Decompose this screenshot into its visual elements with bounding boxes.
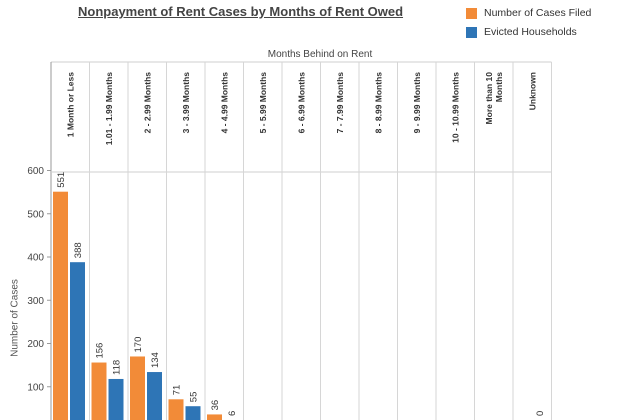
y-tick-label: 500 (27, 209, 44, 220)
legend-label-cases-filed: Number of Cases Filed (484, 7, 592, 19)
legend-swatch-evicted (466, 27, 477, 38)
data-label-number-of-cases-filed-1-01-1-99-months: 156 (95, 343, 106, 359)
category-label-more-than-10-months: More than 10Months (484, 72, 504, 125)
category-label-7-7-99-months: 7 - 7.99 Months (335, 72, 345, 134)
y-tick-label: 400 (27, 253, 44, 264)
bar-evicted-households-1-month-or-less (70, 262, 85, 420)
bar-evicted-households-1-01-1-99-months (108, 378, 124, 420)
y-tick-label: 300 (27, 296, 44, 307)
bar-number-of-cases-filed-2-2-99-months (130, 356, 145, 420)
data-label-evicted-households-3-3-99-months: 55 (189, 392, 200, 403)
data-label-evicted-households-1-01-1-99-months: 118 (112, 360, 123, 375)
legend-swatch-cases-filed (466, 8, 477, 19)
chart-title: Nonpayment of Rent Cases by Months of Re… (78, 4, 404, 19)
column-header-title: Months Behind on Rent (267, 49, 373, 60)
bar-number-of-cases-filed-4-4-99-months (207, 414, 222, 420)
data-label-evicted-households-2-2-99-months: 134 (150, 352, 161, 368)
category-label-10-10-99-months: 10 - 10.99 Months (450, 72, 460, 143)
category-label-9-9-99-months: 9 - 9.99 Months (412, 72, 422, 134)
data-label-number-of-cases-filed-1-month-or-less: 551 (56, 172, 67, 188)
y-tick-label: 600 (27, 166, 44, 177)
data-label-number-of-cases-filed-4-4-99-months: 36 (210, 400, 221, 411)
bar-number-of-cases-filed-3-3-99-months (168, 399, 184, 420)
category-label-1-01-1-99-months: 1.01 - 1.99 Months (104, 72, 114, 145)
category-label-1-month-or-less: 1 Month or Less (65, 72, 75, 137)
bar-number-of-cases-filed-1-01-1-99-months (91, 362, 107, 420)
data-label-evicted-households-unknown: 0 (535, 411, 546, 416)
category-label-unknown: Unknown (527, 72, 537, 110)
legend-label-evicted: Evicted Households (484, 26, 577, 38)
bar-evicted-households-2-2-99-months (147, 372, 162, 420)
category-label-2-2-99-months: 2 - 2.99 Months (142, 72, 152, 134)
y-tick-label: 200 (27, 339, 44, 350)
category-label-4-4-99-months: 4 - 4.99 Months (219, 72, 229, 134)
category-label-line: More than 10 (484, 72, 494, 125)
bar-number-of-cases-filed-1-month-or-less (53, 191, 68, 420)
data-label-number-of-cases-filed-3-3-99-months: 71 (172, 385, 183, 396)
category-label-3-3-99-months: 3 - 3.99 Months (181, 72, 191, 134)
data-label-number-of-cases-filed-2-2-99-months: 170 (133, 337, 144, 353)
category-label-8-8-99-months: 8 - 8.99 Months (373, 72, 383, 134)
data-label-evicted-households-4-4-99-months: 6 (227, 411, 238, 416)
y-tick-label: 100 (27, 382, 44, 393)
category-label-5-5-99-months: 5 - 5.99 Months (258, 72, 268, 134)
data-label-evicted-households-1-month-or-less: 388 (73, 242, 84, 258)
category-label-line: Months (494, 72, 504, 102)
bar-evicted-households-3-3-99-months (185, 406, 201, 420)
category-label-6-6-99-months: 6 - 6.99 Months (296, 72, 306, 134)
